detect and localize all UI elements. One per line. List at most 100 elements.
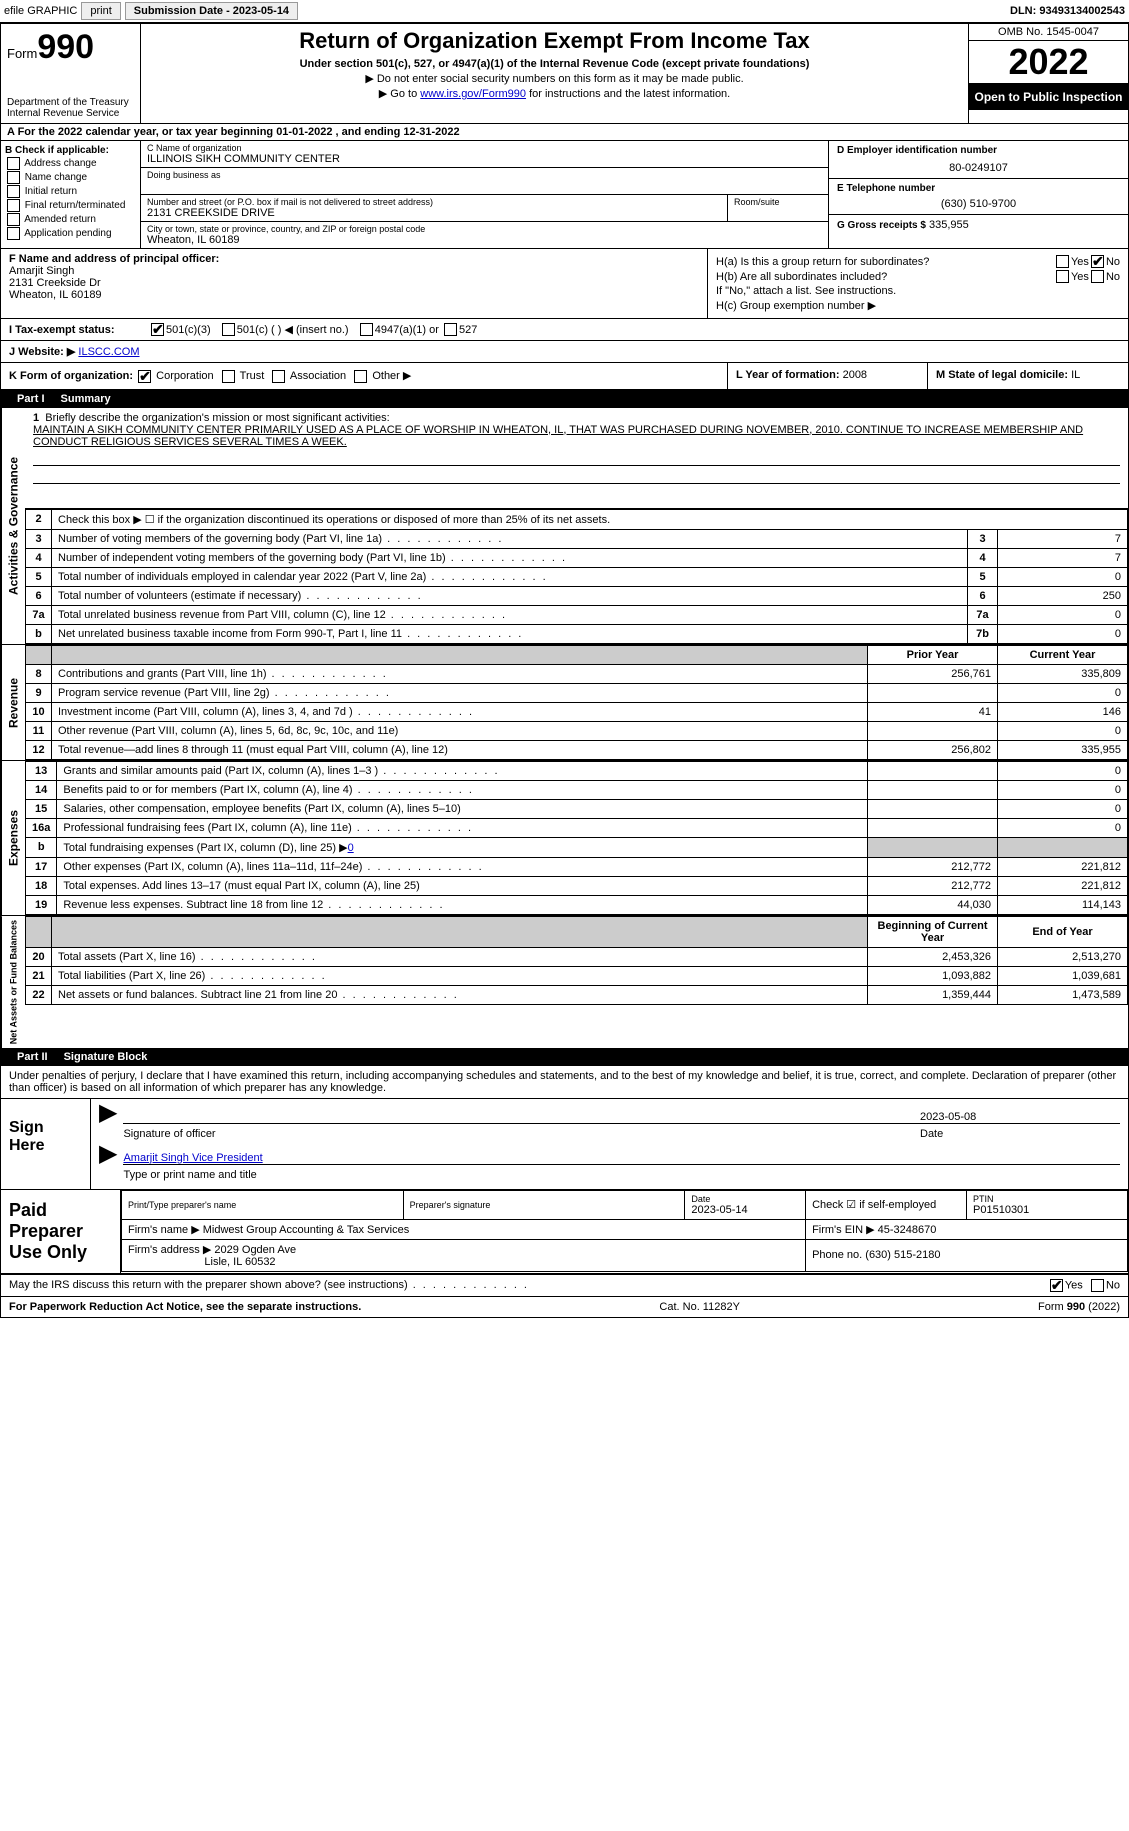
cb-4947[interactable] [360,323,373,336]
column-b-checkboxes: B Check if applicable: Address change Na… [1,141,141,248]
phone-block: E Telephone number (630) 510-9700 [829,179,1128,215]
cb-name-change[interactable]: Name change [5,171,136,184]
line22-end: 1,473,589 [998,985,1128,1004]
l-value: 2008 [843,369,867,381]
lbl-501c3: 501(c)(3) [166,324,211,336]
line8-prior: 256,761 [868,664,998,683]
omb-number: OMB No. 1545-0047 [969,24,1128,41]
firm-phone-value: (630) 515-2180 [865,1249,940,1261]
m-label: M State of legal domicile: [936,369,1068,381]
j-website-row: J Website: ▶ ILSCC.COM [1,341,1128,363]
line7b-val: 0 [998,624,1128,643]
line-b-fundraising: Total fundraising expenses (Part IX, col… [57,837,868,857]
discuss-text: May the IRS discuss this return with the… [9,1279,529,1291]
line11-prior [868,721,998,740]
cb-assoc[interactable] [272,370,285,383]
cb-trust[interactable] [222,370,235,383]
line5-box: 5 [968,567,998,586]
preparer-table: Print/Type preparer's name Preparer's si… [121,1190,1128,1272]
cb-application-pending[interactable]: Application pending [5,227,136,240]
irs-label: Internal Revenue Service [7,108,134,119]
line13-prior [868,761,998,780]
goto-post: for instructions and the latest informat… [526,88,730,100]
line19-desc: Revenue less expenses. Subtract line 18 … [57,895,868,914]
ssn-note: ▶ Do not enter social security numbers o… [149,72,960,85]
line4-desc: Number of independent voting members of … [52,548,968,567]
discuss-yes-checkbox[interactable] [1050,1279,1063,1292]
cb-corp[interactable] [138,370,151,383]
print-button[interactable]: print [81,2,120,20]
sig-officer-label: Signature of officer [123,1128,920,1140]
line14-curr: 0 [998,780,1128,799]
line19-curr: 114,143 [998,895,1128,914]
line17-prior: 212,772 [868,857,998,876]
side-netassets: Net Assets or Fund Balances [1,916,25,1048]
prep-date-label: Date [691,1194,799,1204]
firm-name-value: Midwest Group Accounting & Tax Services [203,1224,409,1236]
b-title: B Check if applicable: [5,145,136,156]
i-tax-status-row: I Tax-exempt status: 501(c)(3) 501(c) ( … [1,319,1128,341]
cb-other[interactable] [354,370,367,383]
submission-date-button[interactable]: Submission Date - 2023-05-14 [125,2,298,20]
cat-number: Cat. No. 11282Y [659,1301,740,1313]
ha-yes-checkbox[interactable] [1056,255,1069,268]
fh-row: F Name and address of principal officer:… [1,249,1128,319]
discuss-no-checkbox[interactable] [1091,1279,1104,1292]
line10-prior: 41 [868,702,998,721]
revenue-table: Prior YearCurrent Year 8Contributions an… [25,645,1128,760]
address-row: Number and street (or P.O. box if mail i… [141,195,828,222]
netassets-table: Beginning of Current YearEnd of Year 20T… [25,916,1128,1005]
cb-address-change[interactable]: Address change [5,157,136,170]
sig-date-label: Date [920,1128,1120,1140]
line15-curr: 0 [998,799,1128,818]
form-subtitle: Under section 501(c), 527, or 4947(a)(1)… [149,58,960,70]
line15-desc: Salaries, other compensation, employee b… [57,799,868,818]
website-link[interactable]: ILSCC.COM [78,346,139,358]
cb-amended[interactable]: Amended return [5,213,136,226]
prep-name-label: Print/Type preparer's name [128,1200,397,1210]
hb-note: If "No," attach a list. See instructions… [716,285,1120,297]
dba-label: Doing business as [147,170,822,180]
line6-desc: Total number of volunteers (estimate if … [52,586,968,605]
line14-prior [868,780,998,799]
line3-desc: Number of voting members of the governin… [52,529,968,548]
line12-desc: Total revenue—add lines 8 through 11 (mu… [52,740,868,759]
line18-prior: 212,772 [868,876,998,895]
line18-desc: Total expenses. Add lines 13–17 (must eq… [57,876,868,895]
cb-initial-return[interactable]: Initial return [5,185,136,198]
cb-501c[interactable] [222,323,235,336]
f-label: F Name and address of principal officer: [9,253,699,265]
side-revenue: Revenue [1,645,25,760]
perjury-text: Under penalties of perjury, I declare th… [1,1066,1128,1099]
top-toolbar: efile GRAPHIC print Submission Date - 20… [0,0,1129,23]
form-label: Form [7,46,37,61]
side-expenses: Expenses [1,761,25,915]
cb-527[interactable] [444,323,457,336]
line15-prior [868,799,998,818]
discuss-row: May the IRS discuss this return with the… [1,1275,1128,1297]
goto-note: ▶ Go to www.irs.gov/Form990 for instruct… [149,87,960,100]
klm-row: K Form of organization: Corporation Trus… [1,363,1128,390]
m-domicile: M State of legal domicile: IL [928,363,1128,389]
phone-value: (630) 510-9700 [837,198,1120,210]
fundraising-link[interactable]: 0 [348,842,354,854]
ha-no-checkbox[interactable] [1091,255,1104,268]
firm-addr2: Lisle, IL 60532 [204,1256,275,1268]
line7a-val: 0 [998,605,1128,624]
line7b-box: 7b [968,624,998,643]
hb-yes-checkbox[interactable] [1056,270,1069,283]
firm-addr-label: Firm's address ▶ [128,1244,211,1256]
k-label: K Form of organization: [9,370,133,382]
cb-501c3[interactable] [151,323,164,336]
column-c: C Name of organization ILLINOIS SIKH COM… [141,141,828,248]
k-form-org: K Form of organization: Corporation Trus… [1,363,728,389]
hb-no-checkbox[interactable] [1091,270,1104,283]
d-label: D Employer identification number [837,145,1120,156]
firm-addr1: 2029 Ogden Ave [214,1244,296,1256]
officer-name-link[interactable]: Amarjit Singh Vice President [123,1152,262,1164]
line5-val: 0 [998,567,1128,586]
line12-prior: 256,802 [868,740,998,759]
cb-final-return[interactable]: Final return/terminated [5,199,136,212]
irs-link[interactable]: www.irs.gov/Form990 [420,88,526,100]
part2-title: Signature Block [64,1051,148,1063]
